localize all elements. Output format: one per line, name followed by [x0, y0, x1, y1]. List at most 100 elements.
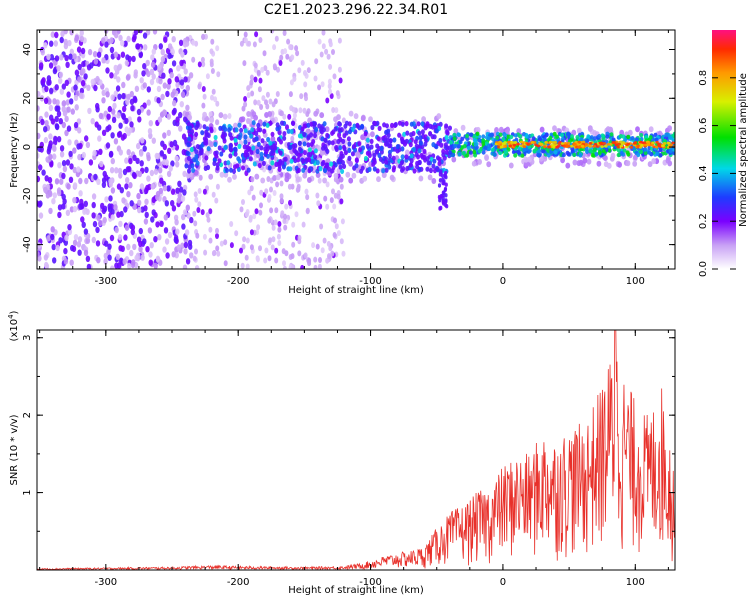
- spectrogram-cell: [334, 223, 339, 230]
- spectrogram-cell: [572, 159, 578, 166]
- spectrogram-cell: [499, 145, 504, 149]
- x-tick-label: 100: [626, 276, 645, 287]
- spectrogram-cell: [598, 141, 603, 145]
- spectrogram-cell: [78, 190, 83, 197]
- spectrogram-cell: [72, 53, 77, 60]
- spectrogram-cell: [49, 40, 54, 47]
- spectrogram-cell: [131, 36, 137, 43]
- spectrogram-cell: [69, 259, 74, 266]
- spectrogram-cell: [91, 212, 96, 219]
- x-tick-label: -300: [94, 276, 117, 287]
- snr-y-axis-label: SNR (10 * v/v): [9, 414, 20, 485]
- spectrogram-cell: [142, 145, 147, 152]
- spectrogram-cell: [182, 170, 187, 178]
- spectrogram-cell: [72, 239, 78, 246]
- spectrogram-cell: [282, 135, 287, 141]
- spectrogram-cell: [461, 151, 466, 156]
- spectrogram-cell: [323, 167, 328, 174]
- spectrogram-cell: [646, 142, 651, 146]
- spectrogram-cell: [100, 202, 105, 210]
- spectrogram-cell: [162, 184, 168, 192]
- spectrogram-cell: [92, 51, 98, 58]
- spectrogram-cell: [418, 135, 423, 141]
- spectrogram-cell: [153, 168, 159, 175]
- spectrogram-cell: [107, 105, 113, 113]
- spectrogram-x-axis-label: Height of straight line (km): [288, 285, 424, 296]
- spectrogram-cell: [425, 121, 430, 127]
- spectrogram-cell: [391, 155, 396, 161]
- spectrogram-cell: [252, 41, 257, 48]
- spectrogram-cell: [229, 242, 234, 249]
- spectrogram-cell: [365, 137, 370, 143]
- spectrogram-cell: [175, 81, 180, 89]
- spectrogram-cell: [585, 138, 590, 143]
- spectrogram-cell: [339, 198, 344, 205]
- spectrogram-cell: [109, 167, 115, 174]
- spectrogram-cell: [174, 76, 179, 83]
- spectrogram-cell: [402, 131, 407, 137]
- spectrogram-cell: [648, 126, 654, 133]
- spectrogram-cell: [91, 193, 97, 200]
- spectrogram-cell: [330, 250, 335, 257]
- spectrogram-cell: [629, 145, 634, 149]
- spectrogram-cell: [50, 233, 55, 241]
- spectrogram-cell: [256, 122, 261, 128]
- spectrogram-cell: [128, 127, 133, 134]
- spectrogram-cell: [372, 166, 377, 172]
- spectrogram-cell: [53, 135, 58, 143]
- spectrogram-cell: [279, 139, 283, 145]
- spectrogram-cell: [44, 175, 49, 182]
- spectrogram-cell: [298, 146, 302, 152]
- spectrogram-cell: [152, 30, 158, 35]
- spectrogram-cell: [234, 230, 239, 237]
- spectrogram-cell: [560, 142, 565, 145]
- spectrogram-cell: [409, 121, 414, 127]
- spectrogram-cell: [63, 30, 68, 35]
- spectrogram-cell: [184, 229, 190, 236]
- spectrogram-cell: [170, 200, 175, 207]
- spectrogram-cell: [104, 174, 109, 181]
- spectrogram-cell: [650, 143, 654, 147]
- spectrogram-cell: [608, 126, 614, 133]
- spectrogram-cell: [617, 161, 622, 168]
- spectrogram-cell: [473, 142, 478, 147]
- spectrogram-cell: [304, 188, 309, 195]
- spectrogram-cell: [76, 241, 82, 248]
- spectrogram-cell: [179, 101, 184, 108]
- y-tick-label: 3: [22, 335, 33, 341]
- spectrogram-cell: [254, 136, 259, 142]
- spectrogram-cell: [147, 128, 153, 135]
- spectrogram-cell: [627, 129, 633, 136]
- spectrogram-cell: [280, 210, 285, 217]
- spectrogram-cell: [213, 141, 218, 147]
- spectrogram-cell: [83, 200, 89, 207]
- spectrogram-cell: [616, 148, 621, 153]
- spectrogram-cell: [313, 132, 317, 139]
- spectrogram-cell: [219, 162, 224, 168]
- spectrogram-cell: [249, 244, 254, 251]
- spectrogram-cell: [669, 135, 673, 141]
- spectrogram-cell: [178, 111, 183, 119]
- spectrogram-cell: [116, 211, 121, 218]
- spectrogram-cell: [167, 147, 172, 154]
- spectrogram-cell: [178, 39, 184, 46]
- spectrogram-cell: [179, 59, 184, 67]
- spectrogram-cell: [228, 144, 233, 150]
- spectrogram-cell: [596, 160, 602, 167]
- spectrogram-cell: [43, 97, 49, 105]
- spectrogram-cell: [201, 61, 206, 68]
- spectrogram-cell: [146, 99, 151, 106]
- spectrogram-cell: [431, 178, 437, 184]
- spectrogram-cell: [93, 84, 98, 92]
- spectrogram-cell: [146, 86, 151, 93]
- spectrogram-cell: [233, 151, 238, 157]
- spectrogram-cell: [654, 145, 659, 149]
- spectrogram-cell: [124, 59, 130, 67]
- spectrogram-cell: [64, 129, 69, 137]
- spectrogram-cell: [83, 73, 88, 80]
- spectrogram-cell: [227, 113, 232, 119]
- spectrogram-cell: [89, 62, 94, 69]
- spectrogram-cell: [38, 200, 43, 207]
- spectrogram-cell: [139, 183, 145, 190]
- spectrogram-cell: [122, 258, 127, 265]
